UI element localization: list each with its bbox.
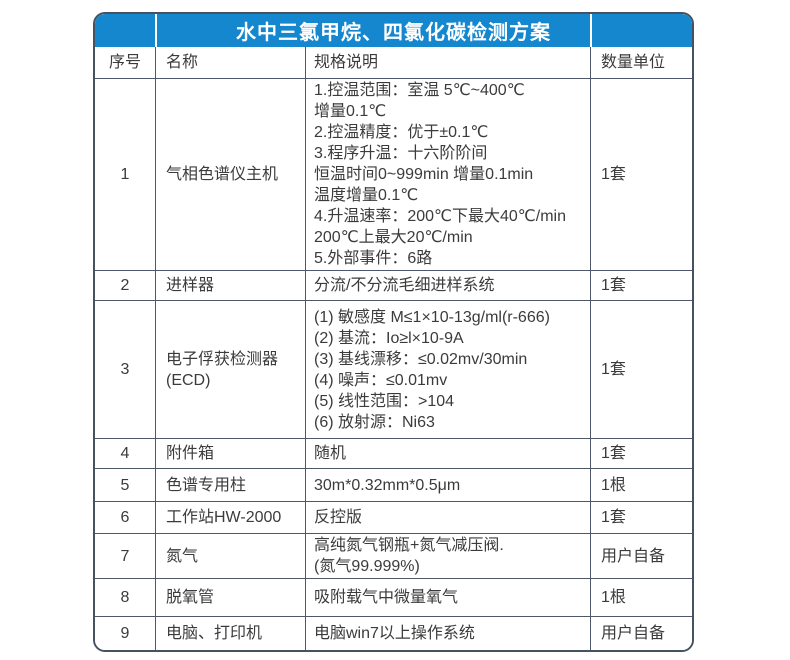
spec-line: (6) 放射源：Ni63: [314, 413, 435, 431]
table-row: 1 气相色谱仪主机 1.控温范围：室温 5℃~400℃ 增量0.1℃ 2.控温精度：优于…: [95, 78, 692, 270]
item-quantity: 1套: [590, 502, 692, 533]
spec-table: 水中三氯甲烷、四氯化碳检测方案 序号 名称 规格说明 数量单位 1 气相色谱仪主机…: [93, 12, 694, 652]
spec-line: (2) 基流：Io≥l×10-9A: [314, 329, 464, 347]
item-name: 进样器: [155, 271, 305, 300]
item-quantity: 1套: [590, 271, 692, 300]
row-index: 7: [120, 547, 130, 565]
row-index: 5: [120, 476, 130, 494]
spec-line: 1.控温范围：室温 5℃~400℃: [314, 82, 525, 99]
item-name: 气相色谱仪主机: [155, 79, 305, 270]
item-name: 色谱专用柱: [155, 469, 305, 501]
item-quantity: 1根: [590, 579, 692, 616]
table-row: 3 电子俘获检测器 (ECD) (1) 敏感度 M≤1×10-13g/ml(r-66…: [95, 300, 692, 438]
item-spec: 1.控温范围：室温 5℃~400℃ 增量0.1℃ 2.控温精度：优于±0.1℃ 3.程…: [305, 79, 590, 270]
item-name: 电子俘获检测器 (ECD): [155, 301, 305, 438]
item-spec: 高纯氮气钢瓶+氮气减压阀. (氮气99.999%): [305, 534, 590, 578]
spec-line: 恒温时间0~999min 增量0.1min: [314, 166, 534, 183]
title-column-divider: [590, 14, 592, 47]
item-spec: 吸附载气中微量氧气: [305, 579, 590, 616]
table-row: 2 进样器 分流/不分流毛细进样系统 1套: [95, 270, 692, 300]
spec-line: (3) 基线漂移：≤0.02mv/30min: [314, 350, 528, 368]
table-row: 4 附件箱 随机 1套: [95, 438, 692, 468]
spec-line: 30m*0.32mm*0.5μm: [314, 476, 461, 494]
spec-line: (氮气99.999%): [314, 558, 420, 575]
table-row: 6 工作站HW-2000 反控版 1套: [95, 501, 692, 533]
spec-line: 增量0.1℃: [314, 103, 387, 120]
header-cell-index: 序号: [108, 54, 141, 71]
header-cell-name: 名称: [155, 47, 305, 78]
spec-line: (4) 噪声：≤0.01mv: [314, 371, 448, 389]
row-index: 6: [120, 509, 130, 526]
header-cell-quantity: 数量单位: [590, 47, 692, 78]
spec-line: 2.控温精度：优于±0.1℃: [314, 124, 489, 141]
title-column-divider: [155, 14, 157, 47]
row-index: 9: [120, 625, 130, 642]
item-name: 附件箱: [155, 439, 305, 468]
item-spec: 电脑win7以上操作系统: [305, 617, 590, 650]
spec-line: (5) 线性范围：>104: [314, 392, 455, 410]
item-name: 电脑、打印机: [155, 617, 305, 650]
spec-line: 3.程序升温：十六阶阶间: [314, 145, 488, 162]
row-index: 3: [120, 361, 130, 378]
table-row: 5 色谱专用柱 30m*0.32mm*0.5μm 1根: [95, 468, 692, 501]
item-spec: 反控版: [305, 502, 590, 533]
item-name: 氮气: [155, 534, 305, 578]
header-cell-spec: 规格说明: [305, 47, 590, 78]
item-name: 工作站HW-2000: [155, 502, 305, 533]
item-quantity: 1套: [590, 79, 692, 270]
table-title-bar: 水中三氯甲烷、四氯化碳检测方案: [95, 14, 692, 47]
spec-line: 反控版: [314, 509, 363, 526]
item-quantity: 用户自备: [590, 534, 692, 578]
item-quantity: 1套: [590, 301, 692, 438]
row-index: 4: [120, 445, 130, 462]
item-spec: (1) 敏感度 M≤1×10-13g/ml(r-666) (2) 基流：Io≥l×…: [305, 301, 590, 438]
item-spec: 分流/不分流毛细进样系统: [305, 271, 590, 300]
table-header-row: 序号 名称 规格说明 数量单位: [95, 47, 692, 78]
spec-line: 高纯氮气钢瓶+氮气减压阀.: [314, 537, 504, 554]
item-spec: 随机: [305, 439, 590, 468]
table-body: 1 气相色谱仪主机 1.控温范围：室温 5℃~400℃ 增量0.1℃ 2.控温精度：优于…: [95, 78, 692, 650]
table-row: 9 电脑、打印机 电脑win7以上操作系统 用户自备: [95, 616, 692, 650]
spec-line: 吸附载气中微量氧气: [314, 589, 459, 606]
item-spec: 30m*0.32mm*0.5μm: [305, 469, 590, 501]
table-row: 7 氮气 高纯氮气钢瓶+氮气减压阀. (氮气99.999%) 用户自备: [95, 533, 692, 578]
spec-line: 电脑win7以上操作系统: [314, 625, 475, 642]
row-index: 2: [120, 277, 130, 294]
item-quantity: 1套: [590, 439, 692, 468]
spec-line: 分流/不分流毛细进样系统: [314, 277, 495, 294]
page-title: 水中三氯甲烷、四氯化碳检测方案: [236, 22, 551, 44]
row-index: 1: [120, 166, 130, 183]
spec-line: (1) 敏感度 M≤1×10-13g/ml(r-666): [314, 308, 550, 326]
item-quantity: 1根: [590, 469, 692, 501]
spec-line: 温度增量0.1℃: [314, 187, 419, 204]
item-name: 脱氧管: [155, 579, 305, 616]
row-index: 8: [120, 589, 130, 606]
table-row: 8 脱氧管 吸附载气中微量氧气 1根: [95, 578, 692, 616]
spec-line: 5.外部事件：6路: [314, 250, 433, 267]
spec-line: 200℃上最大20℃/min: [314, 229, 473, 246]
spec-line: 4.升温速率：200℃下最大40℃/min: [314, 208, 567, 225]
item-quantity: 用户自备: [590, 617, 692, 650]
spec-line: 随机: [314, 445, 347, 462]
